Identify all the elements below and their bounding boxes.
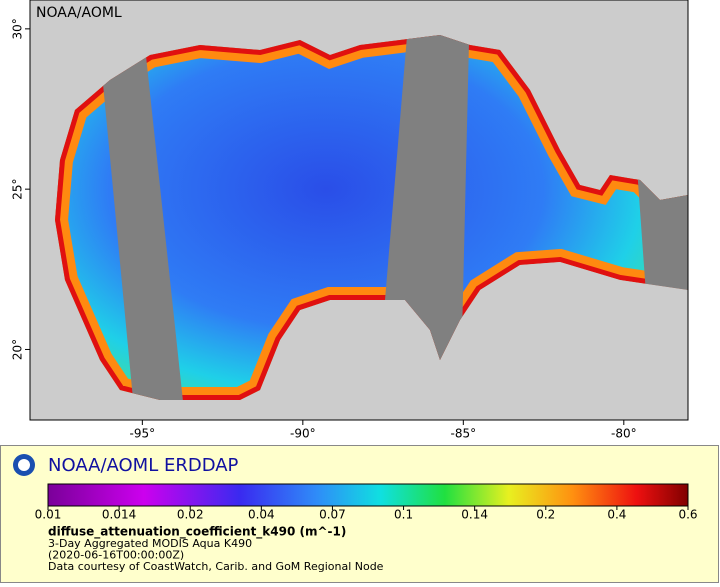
colorbar-tick-label: 0.2 — [536, 508, 555, 522]
x-tick-label: -90° — [290, 427, 316, 441]
legend-box — [0, 445, 719, 583]
colorbar-tick-label: 0.4 — [607, 508, 626, 522]
colorbar-tick-label: 0.6 — [678, 508, 697, 522]
map: NOAA/AOML — [29, 0, 689, 421]
colorbar-tick-label: 0.014 — [102, 508, 136, 522]
x-tick-label: -95° — [130, 427, 156, 441]
colorbar-tick-label: 0.14 — [461, 508, 488, 522]
logo-inner — [18, 459, 30, 471]
colorbar-tick-label: 0.02 — [177, 508, 204, 522]
colorbar-tick-label: 0.07 — [319, 508, 346, 522]
cuba — [480, 262, 688, 320]
y-tick-label: 25° — [11, 179, 25, 200]
y-tick-label: 20° — [11, 339, 25, 360]
colorbar-tick-label: 0.1 — [394, 508, 413, 522]
legend-line: 3-Day Aggregated MODIS Aqua K490 — [48, 537, 252, 550]
colorbar-tick-label: 0.01 — [35, 508, 62, 522]
legend-line: Data courtesy of CoastWatch, Carib. and … — [48, 560, 384, 573]
colorbar — [47, 483, 689, 507]
variable-name: diffuse_attenuation_coefficient_k490 (m^… — [48, 525, 346, 540]
map-frame — [29, 0, 689, 421]
colorbar-tick-label: 0.04 — [248, 508, 275, 522]
watermark: NOAA/AOML — [36, 5, 122, 21]
legend-title: NOAA/AOML ERDDAP — [48, 455, 239, 476]
legend-line: (2020-06-16T00:00:00Z) — [48, 549, 184, 562]
x-tick-label: -85° — [451, 427, 477, 441]
y-tick-label: 30° — [11, 18, 25, 39]
x-tick-label: -80° — [611, 427, 637, 441]
legend: NOAA/AOML ERDDAP diffuse_attenuation_coe… — [0, 445, 719, 583]
